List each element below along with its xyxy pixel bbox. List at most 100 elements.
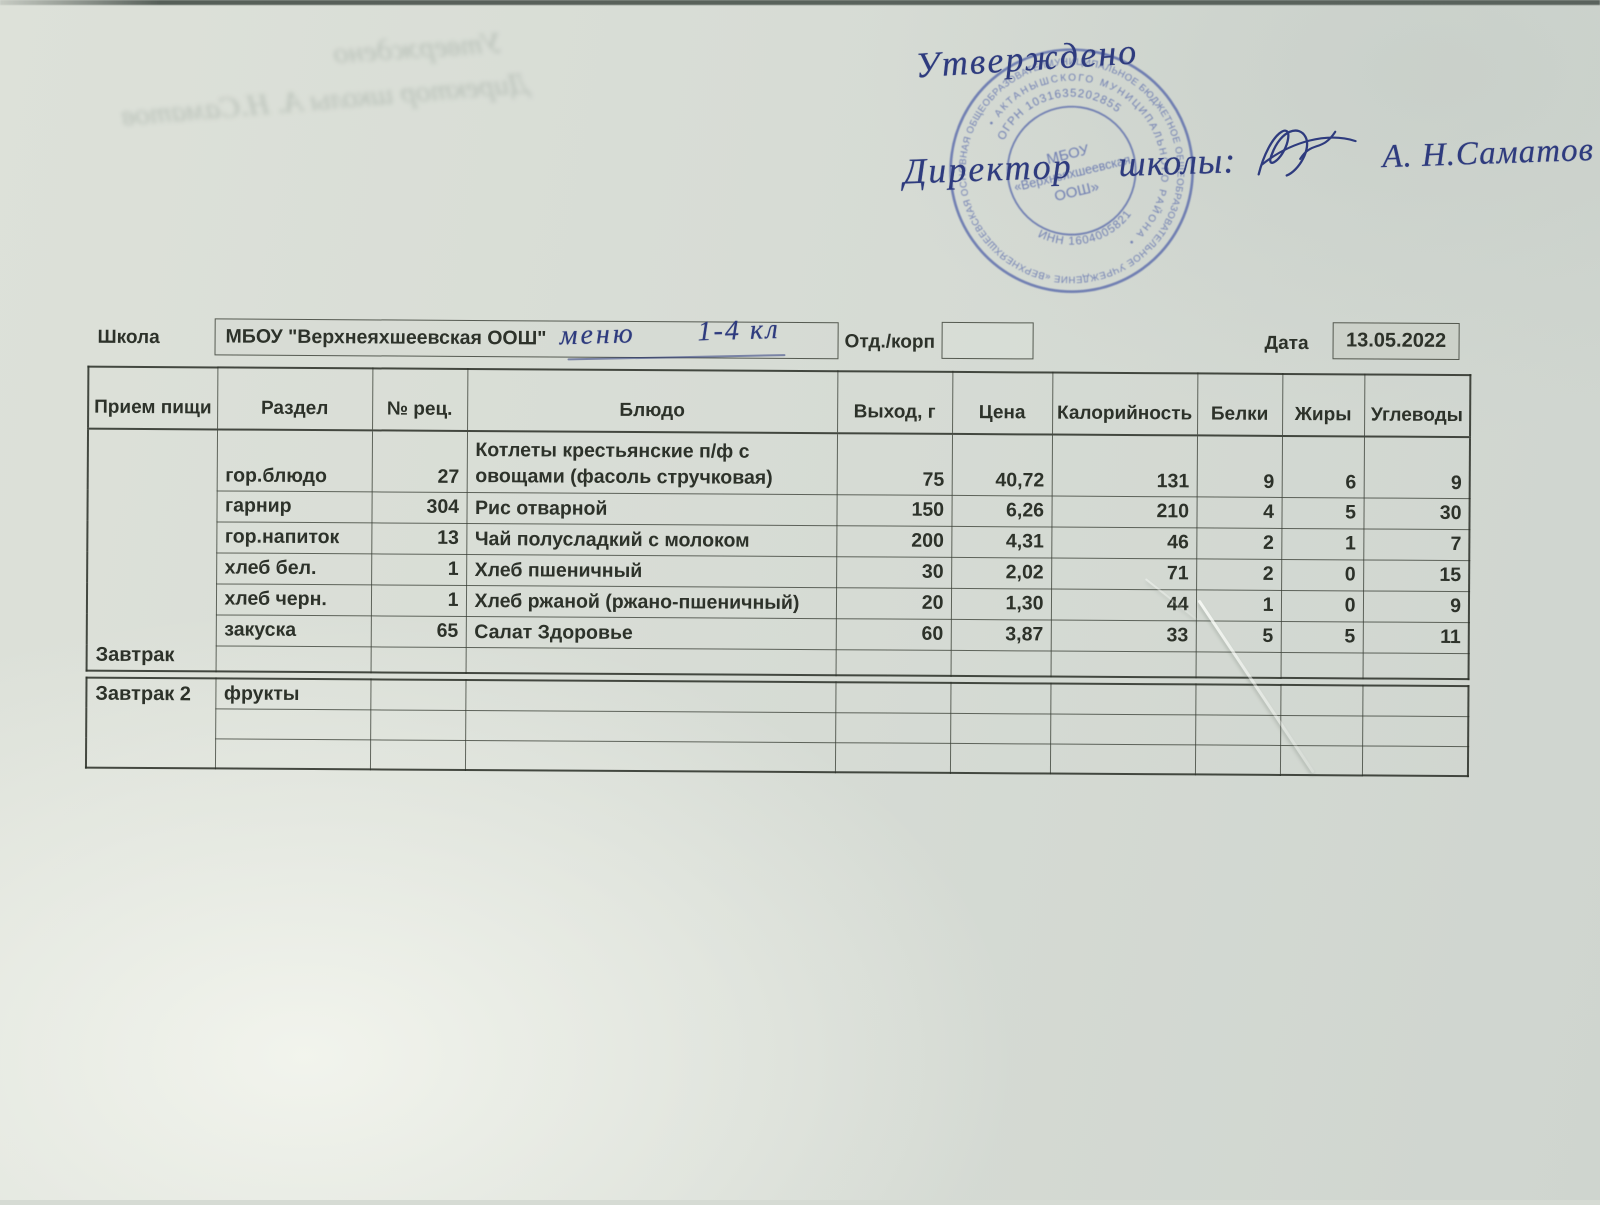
cell-calories: 46: [1051, 527, 1196, 559]
department-label: Отд./корп: [845, 331, 936, 354]
cell-output: 20: [836, 587, 951, 619]
cell-section: [215, 738, 370, 769]
cell-output: 60: [836, 618, 951, 650]
cell-fat: 5: [1281, 621, 1363, 653]
date-field: 13.05.2022: [1332, 322, 1459, 360]
cell-fat: 1: [1281, 528, 1363, 560]
cell-dish: Салат Здоровье: [466, 616, 836, 649]
column-header-price: Цена: [952, 372, 1052, 435]
column-header-protein: Белки: [1197, 373, 1282, 436]
cell-calories: 71: [1051, 558, 1196, 590]
cell-protein: 9: [1197, 435, 1282, 497]
cell-carbs: [1362, 715, 1468, 746]
school-label: Школа: [98, 327, 160, 349]
cell-output: 30: [836, 556, 951, 588]
stamp-inn-text: ИНН 1604005821: [1034, 206, 1139, 257]
cell-protein: [1196, 651, 1281, 678]
cell-protein: [1195, 714, 1280, 745]
handwritten-menu-note: меню 1-4 кл: [559, 314, 780, 352]
cell-fat: 0: [1281, 559, 1363, 591]
column-header-output: Выход, г: [837, 371, 952, 434]
cell-section: хлеб черн.: [216, 583, 371, 615]
cell-price: 1,30: [951, 588, 1051, 620]
cell-meal: Завтрак: [87, 429, 217, 672]
cell-dish: Рис отварной: [466, 492, 836, 525]
cell-calories: 210: [1051, 496, 1196, 528]
column-header-meal: Прием пищи: [88, 367, 217, 430]
cell-price: 2,02: [951, 557, 1051, 589]
table-header-row: Прием пищи Раздел № рец. Блюдо Выход, г …: [88, 367, 1470, 437]
column-header-fat: Жиры: [1282, 374, 1364, 436]
cell-dish: [465, 740, 835, 772]
cell-fat: [1281, 652, 1363, 679]
cell-carbs: 9: [1363, 590, 1469, 622]
cell-calories: 44: [1051, 589, 1196, 621]
cell-calories: [1050, 684, 1195, 715]
cell-dish: Котлеты крестьянские п/ф с овощами (фасо…: [467, 431, 837, 494]
cell-recipe: 27: [372, 430, 467, 492]
cell-protein: 2: [1196, 558, 1281, 590]
cell-carbs: 30: [1363, 497, 1469, 529]
table-row: Завтрак гор.блюдо 27 Котлеты крестьянски…: [88, 429, 1470, 498]
cell-carbs: 15: [1363, 559, 1469, 591]
cell-recipe: [370, 709, 465, 740]
cell-output: [835, 682, 950, 713]
cell-price: 40,72: [952, 434, 1052, 496]
cell-carbs: [1362, 745, 1468, 776]
cell-dish: [465, 710, 835, 742]
cell-price: [950, 713, 1050, 744]
cell-fat: 0: [1281, 590, 1363, 622]
bleedthrough-handwriting: Утверждено: [332, 26, 503, 71]
cell-price: [951, 650, 1051, 677]
cell-section: фрукты: [215, 678, 370, 709]
cell-carbs: [1363, 652, 1469, 679]
cell-price: 4,31: [951, 526, 1051, 558]
cell-recipe: [370, 739, 465, 770]
director-signature: [1241, 111, 1361, 189]
cell-carbs: [1362, 685, 1468, 716]
column-header-calories: Калорийность: [1052, 373, 1197, 436]
bleedthrough-handwriting: Директор школы А. Н.Саматов: [120, 67, 529, 134]
cell-protein: [1195, 684, 1280, 715]
date-label: Дата: [1265, 333, 1309, 355]
cell-recipe: 13: [371, 522, 466, 554]
cell-output: [835, 712, 950, 743]
cell-carbs: 11: [1363, 621, 1469, 653]
cell-meal: Завтрак 2: [86, 678, 216, 769]
cell-output: 200: [836, 525, 951, 557]
department-field: [941, 322, 1033, 360]
cell-fat: [1280, 745, 1362, 776]
cell-recipe: 65: [371, 615, 466, 647]
cell-calories: [1051, 651, 1196, 678]
cell-carbs: 7: [1363, 528, 1469, 560]
cell-output: 75: [837, 433, 952, 495]
cell-price: 3,87: [951, 619, 1051, 651]
cell-fat: [1280, 685, 1362, 716]
cell-carbs: 9: [1364, 436, 1470, 498]
cell-section: гор.напиток: [216, 521, 371, 553]
cell-price: 6,26: [951, 495, 1051, 527]
column-header-recipe: № рец.: [372, 368, 467, 431]
handwritten-menu-word: меню: [559, 318, 636, 352]
handwritten-class-range: 1-4 кл: [697, 314, 780, 348]
cell-calories: [1050, 744, 1195, 775]
handwritten-director-name: А. Н.Саматов: [1382, 132, 1595, 176]
column-header-carbs: Углеводы: [1364, 374, 1470, 437]
cell-calories: 33: [1051, 620, 1196, 652]
cell-calories: [1050, 714, 1195, 745]
cell-section: гор.блюдо: [217, 429, 372, 491]
cell-recipe: 1: [371, 584, 466, 616]
cell-price: [950, 743, 1050, 774]
cell-fat: 5: [1281, 497, 1363, 529]
cell-recipe: 1: [371, 553, 466, 585]
cell-calories: 131: [1052, 435, 1197, 497]
cell-section: закуска: [216, 614, 371, 646]
cell-dish: Хлеб ржаной (ржано-пшеничный): [466, 585, 836, 618]
cell-section: гарнир: [216, 490, 371, 522]
handwritten-director: Директор: [903, 145, 1074, 193]
handwritten-school-word: школы:: [1118, 139, 1237, 185]
cell-section: [216, 645, 371, 672]
cell-fat: 6: [1282, 436, 1364, 497]
cell-protein: 5: [1196, 620, 1281, 652]
